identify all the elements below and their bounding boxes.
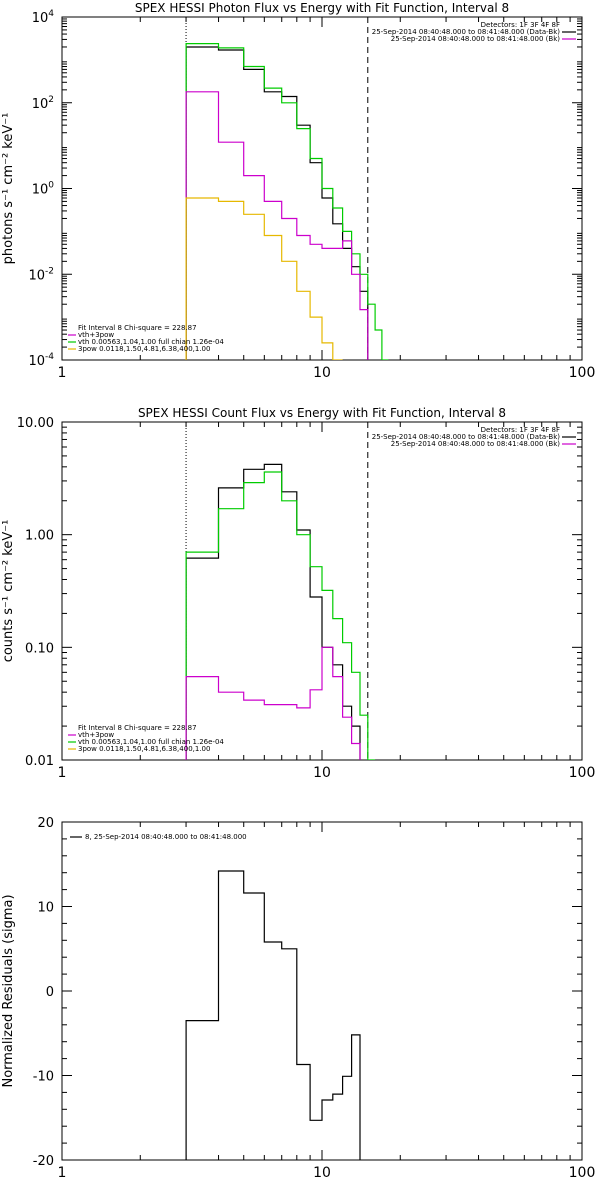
series-2-line: [185, 43, 389, 360]
legend-top-label: 25-Sep-2014 08:40:48.000 to 08:41:48.000…: [391, 440, 561, 448]
series-1-line: [185, 46, 369, 360]
x-tick-label: 10: [313, 765, 331, 781]
legend-bottom-label: vth+3pow: [78, 331, 114, 339]
y-axis-label: Normalized Residuals (sigma): [1, 894, 16, 1087]
series-1-line: [185, 870, 361, 1160]
x-tick-label: 1: [58, 765, 67, 781]
legend-bottom-label: Fit Interval 8 Chi-square = 228.87: [78, 324, 197, 332]
y-tick-label: 10-4: [28, 352, 54, 369]
y-tick-label: -20: [33, 1154, 54, 1169]
chart-panel-1: SPEX HESSI Photon Flux vs Energy with Fi…: [1, 1, 595, 381]
legend-top-label: 25-Sep-2014 08:40:48.000 to 08:41:48.000…: [372, 28, 561, 36]
legend-top-label: 25-Sep-2014 08:40:48.000 to 08:41:48.000…: [372, 433, 561, 441]
y-tick-label: 10-2: [28, 266, 54, 283]
y-tick-label: 104: [32, 9, 55, 26]
x-tick-label: 100: [569, 765, 596, 781]
legend-bottom-label: vth 0.00563,1.04,1.00 full chian 1.26e-0…: [78, 738, 224, 746]
legend-top-label: Detectors: 1F 3F 4F 8F: [481, 21, 560, 29]
series-group: [185, 463, 376, 760]
y-axis-label: counts s⁻¹ cm⁻² keV⁻¹: [1, 520, 16, 663]
y-tick-label: 0.10: [25, 641, 54, 656]
series-4-line: [185, 197, 343, 360]
legend-bottom-label: 3pow 0.0118,1.50,4.81,6.38,400,1.00: [78, 345, 210, 353]
x-tick-label: 10: [313, 1165, 331, 1181]
x-tick-label: 1: [58, 1165, 67, 1181]
y-tick-label: 20: [37, 816, 54, 831]
legend-bottom-label: vth+3pow: [78, 731, 114, 739]
series-3-line: [185, 646, 361, 760]
series-3-line: [185, 91, 369, 360]
chart-title: SPEX HESSI Photon Flux vs Energy with Fi…: [135, 1, 509, 15]
legend-bottom-label: vth 0.00563,1.04,1.00 full chian 1.26e-0…: [78, 338, 224, 346]
y-tick-label: 0.01: [25, 754, 54, 769]
x-tick-label: 10: [313, 365, 331, 381]
series-group: [185, 43, 389, 360]
chart-panel-2: SPEX HESSI Count Flux vs Energy with Fit…: [1, 406, 595, 781]
legend-top-label: Detectors: 1F 3F 4F 8F: [481, 426, 560, 434]
y-axis-label: photons s⁻¹ cm⁻² keV⁻¹: [1, 113, 16, 265]
legend-label: 8, 25-Sep-2014 08:40:48.000 to 08:41:48.…: [85, 833, 247, 841]
y-tick-label: 0: [46, 985, 54, 1000]
chart-title: SPEX HESSI Count Flux vs Energy with Fit…: [138, 406, 506, 420]
legend-bottom-label: 3pow 0.0118,1.50,4.81,6.38,400,1.00: [78, 745, 210, 753]
series-2-line: [185, 471, 376, 760]
y-tick-label: 100: [32, 181, 55, 198]
legend-top-label: 25-Sep-2014 08:40:48.000 to 08:41:48.000…: [391, 35, 561, 43]
x-tick-label: 100: [569, 1165, 596, 1181]
y-tick-label: 10: [37, 901, 54, 916]
series-group: [185, 870, 361, 1160]
legend-bottom-label: Fit Interval 8 Chi-square = 228.87: [78, 724, 197, 732]
y-tick-label: -10: [33, 1070, 54, 1085]
y-tick-label: 102: [32, 95, 54, 112]
x-tick-label: 1: [58, 365, 67, 381]
y-tick-label: 1.00: [25, 529, 54, 544]
x-tick-label: 100: [569, 365, 596, 381]
series-1-line: [185, 463, 361, 760]
y-tick-label: 10.00: [17, 416, 54, 431]
